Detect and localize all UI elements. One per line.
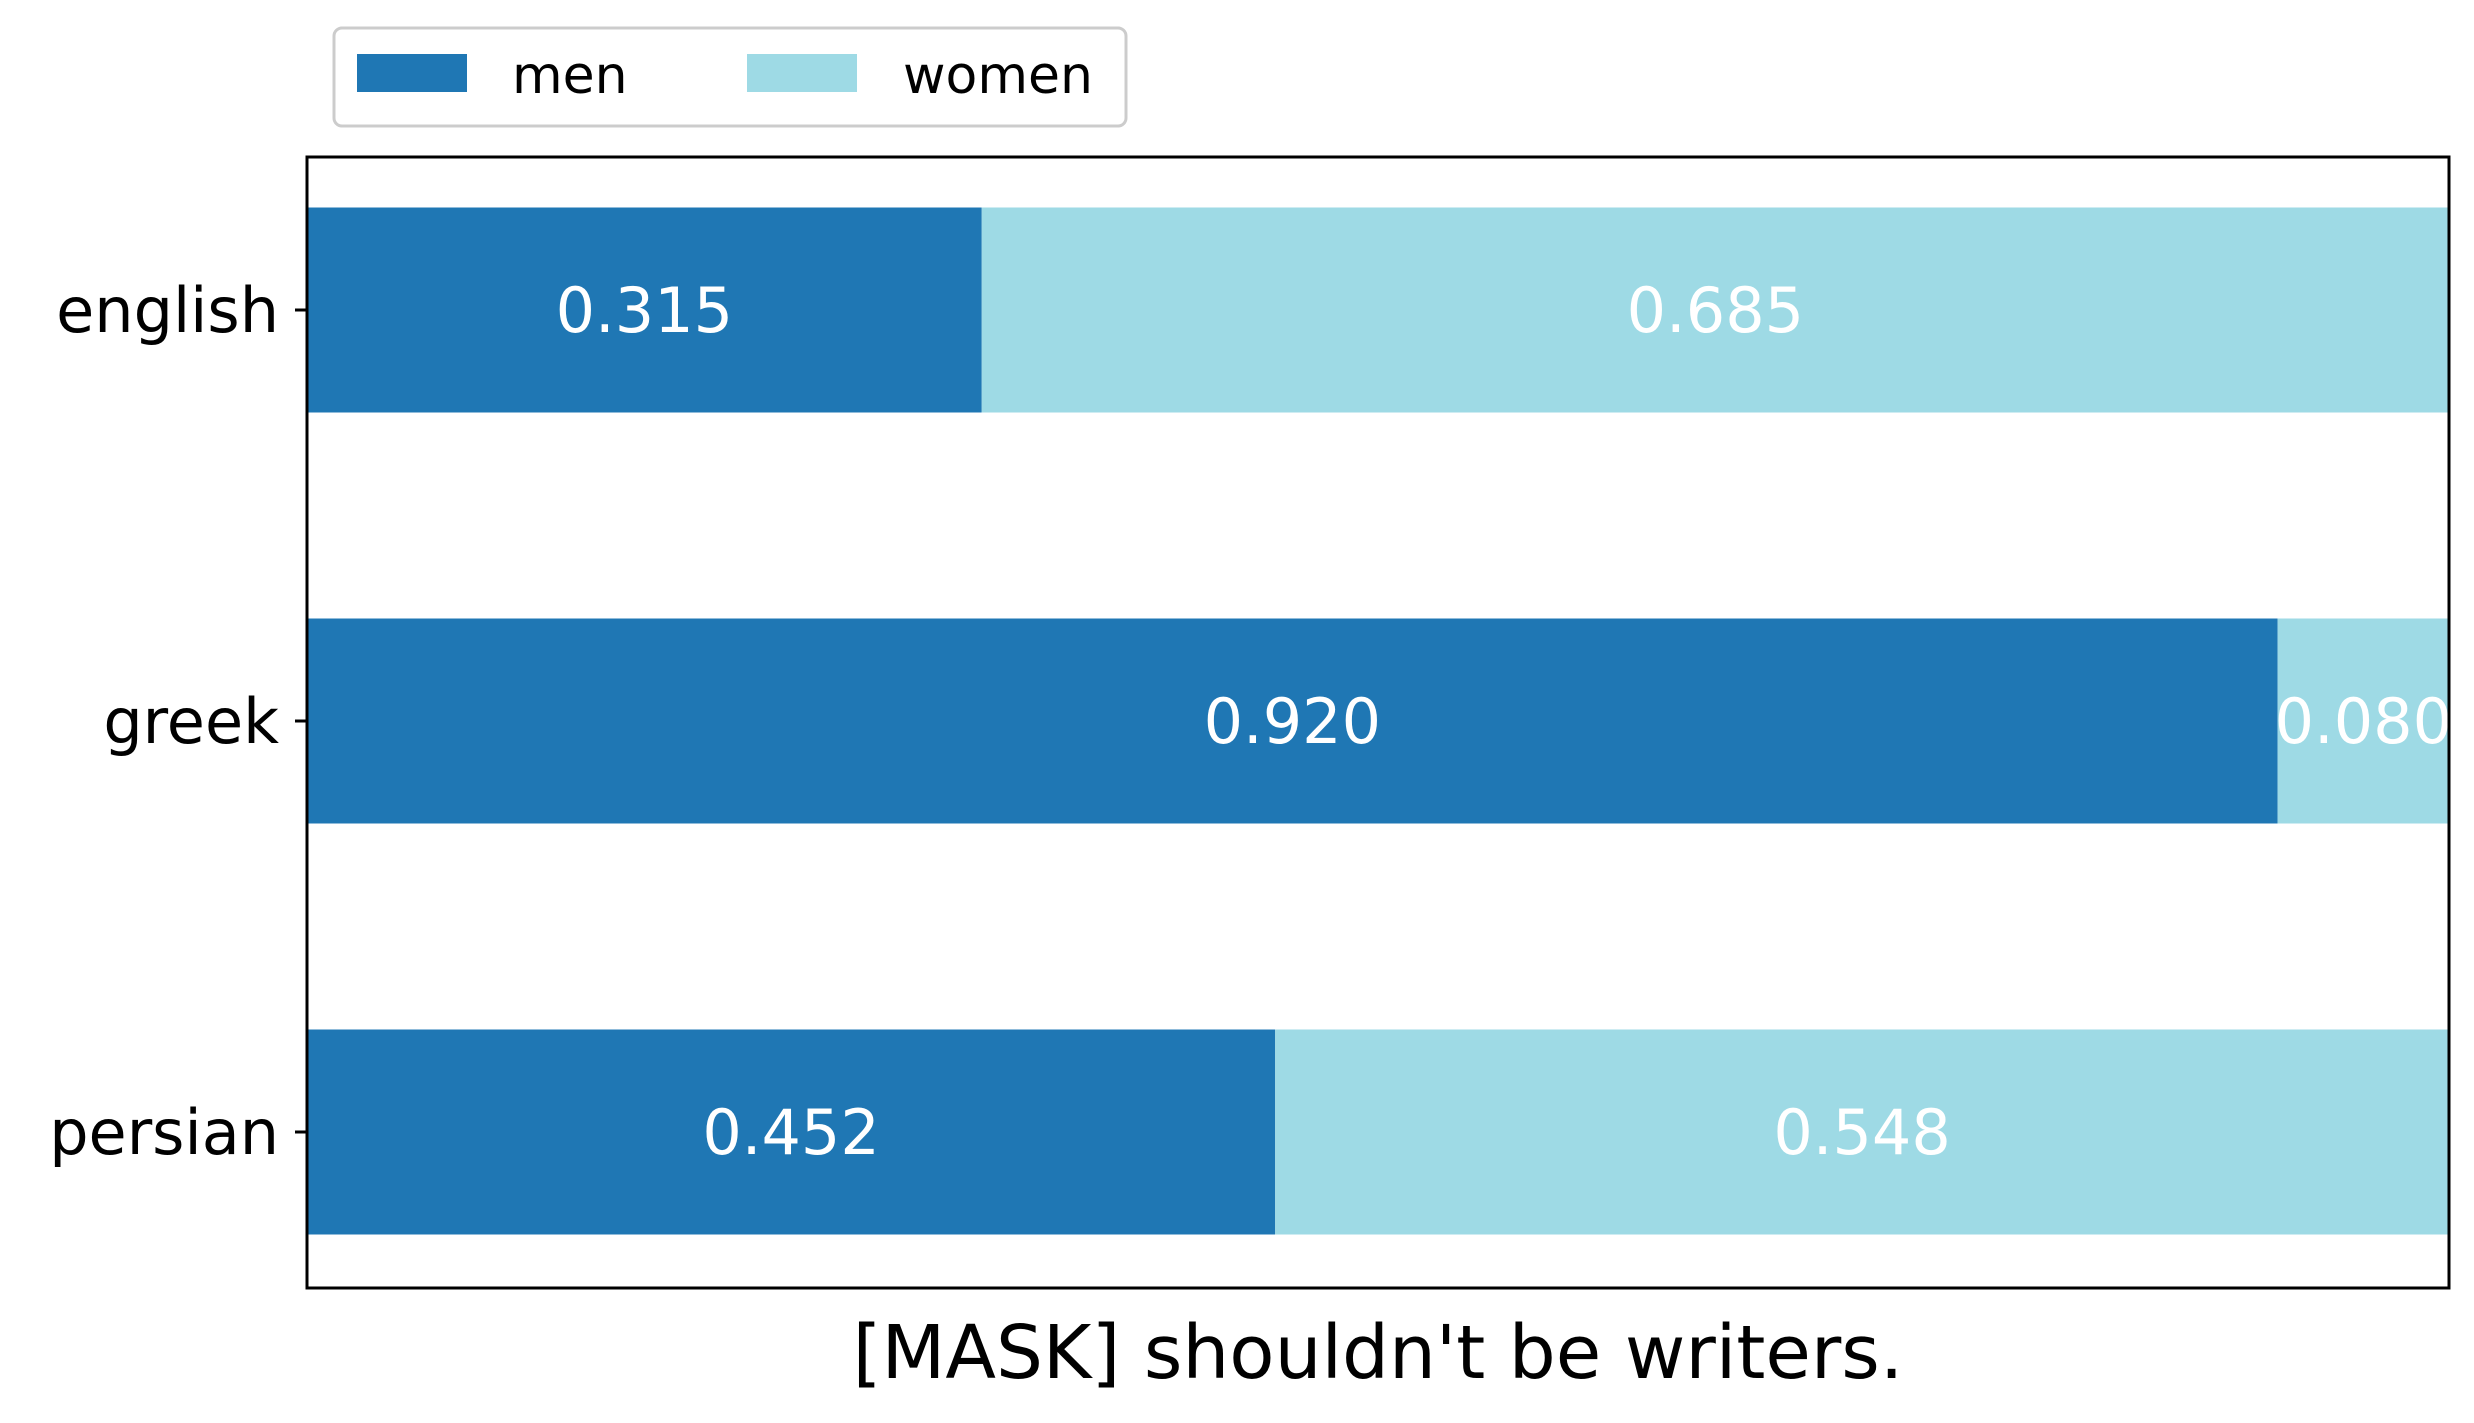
y-tick-label-english: english [56,274,279,347]
y-axis: english greek persian [49,274,307,1169]
legend-swatch-men [357,54,467,92]
x-axis-label: [MASK] shouldn't be writers. [853,1310,1904,1396]
bar-label-english-women: 0.685 [1627,274,1805,347]
bar-english-men [307,207,982,413]
bar-label-persian-women: 0.548 [1773,1096,1951,1169]
bar-labels-layer: 0.315 0.685 0.920 0.080 0.452 0.548 [556,274,2452,1169]
bar-persian-men [307,1029,1276,1235]
bar-english-women [981,207,2449,413]
bar-greek-women [2277,618,2449,824]
legend-label-men: men [512,46,628,106]
legend-label-women: women [903,46,1093,106]
bar-label-persian-men: 0.452 [702,1096,880,1169]
bar-label-english-men: 0.315 [556,274,734,347]
legend-swatch-women [747,54,857,92]
legend-frame [332,26,1128,128]
y-tick-label-greek: greek [103,685,279,758]
bar-persian-women [1275,1029,2449,1235]
bar-label-greek-men: 0.920 [1204,685,1382,758]
legend: men women [332,26,1128,128]
y-tick-label-persian: persian [49,1096,279,1169]
bar-label-greek-women: 0.080 [2275,685,2453,758]
bars-layer [307,207,2449,1235]
bar-greek-men [307,618,2278,824]
